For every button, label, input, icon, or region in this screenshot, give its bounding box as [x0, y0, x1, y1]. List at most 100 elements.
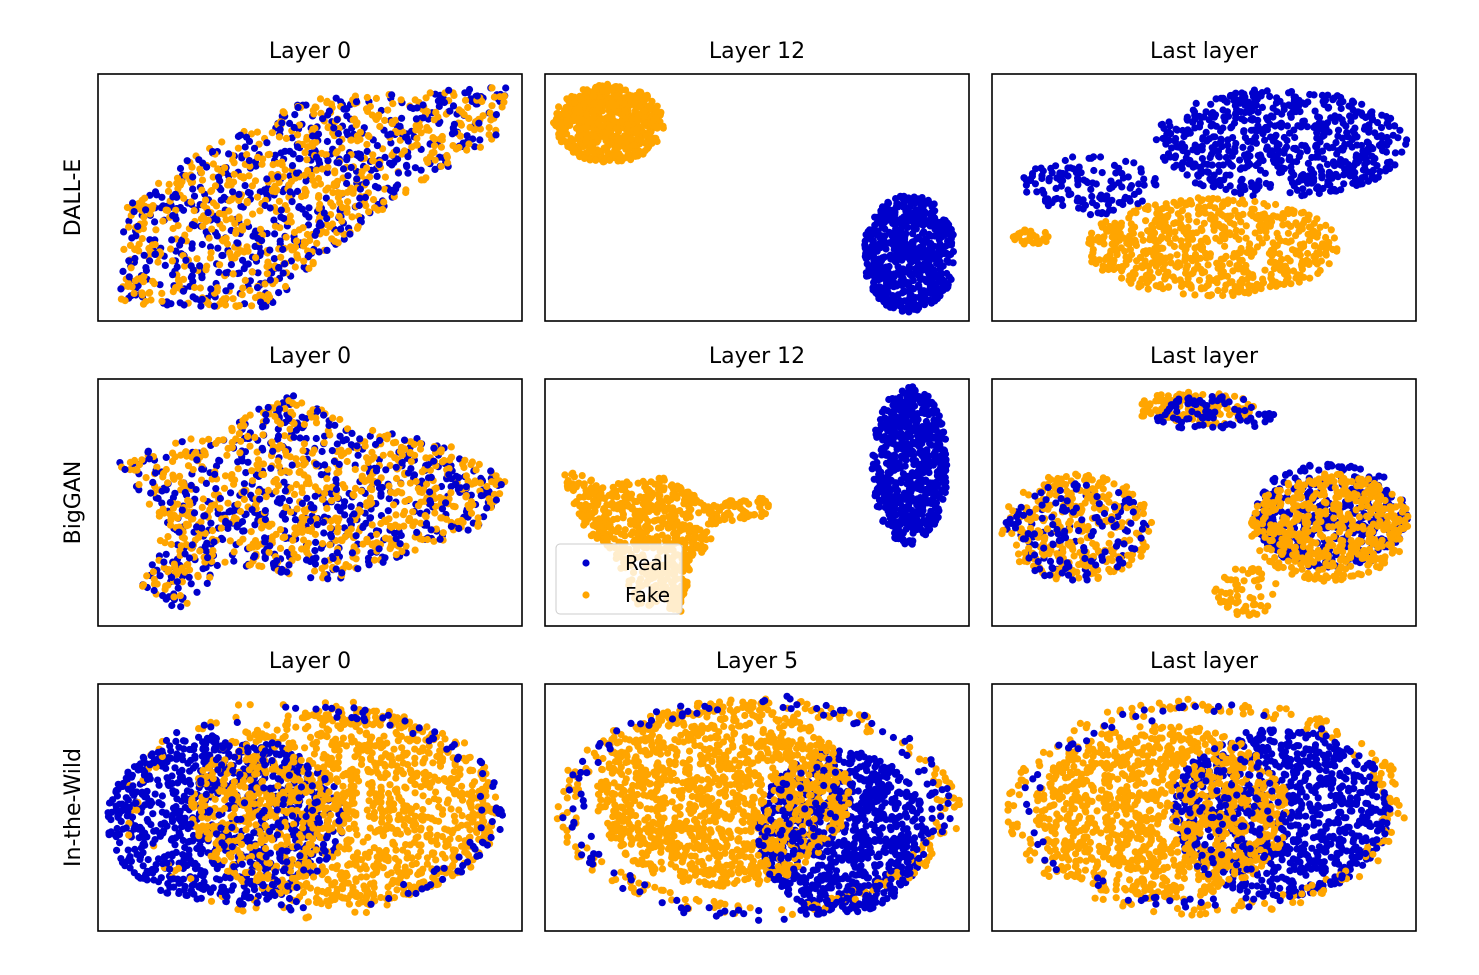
real-point [207, 285, 215, 293]
fake-point [124, 282, 132, 290]
fake-point [1119, 263, 1127, 272]
real-point [125, 217, 133, 225]
real-point [1198, 155, 1206, 163]
fake-point [1306, 274, 1314, 282]
fake-point [1157, 244, 1165, 252]
fake-point [159, 217, 167, 225]
fake-point [262, 493, 270, 501]
fake-point [293, 251, 301, 259]
fake-point [248, 467, 256, 475]
fake-point [1219, 291, 1227, 300]
real-point [263, 175, 271, 183]
fake-point [1163, 204, 1171, 212]
fake-point [1268, 280, 1276, 289]
fake-point [274, 457, 282, 465]
panel-frame [991, 73, 1417, 322]
fake-point [1155, 268, 1163, 277]
real-point [271, 151, 279, 159]
real-point [895, 244, 903, 252]
fake-point [457, 121, 465, 129]
real-point [1172, 125, 1180, 133]
fake-point [620, 132, 629, 141]
fake-point [1170, 242, 1178, 251]
fake-point [380, 198, 388, 206]
fake-point [621, 138, 630, 146]
real-point [312, 153, 321, 161]
fake-point [1298, 263, 1306, 271]
real-point [1362, 156, 1370, 164]
fake-point [212, 439, 220, 447]
fake-point [462, 472, 470, 480]
fake-point [326, 223, 334, 231]
fake-point [369, 196, 378, 204]
real-point [254, 284, 262, 292]
fake-point [1147, 233, 1155, 241]
fake-point [126, 458, 134, 466]
real-point [1215, 167, 1223, 175]
fake-point [412, 477, 420, 486]
fake-point [363, 140, 371, 149]
real-point [1112, 169, 1120, 177]
real-point [1240, 128, 1248, 136]
fake-point [416, 439, 425, 448]
fake-point [437, 162, 445, 170]
real-point [1314, 183, 1322, 191]
fake-point [405, 495, 413, 504]
real-point [1266, 183, 1274, 191]
fake-point [620, 99, 628, 108]
fake-point [1283, 254, 1292, 262]
fake-point [202, 217, 210, 226]
fake-point [292, 455, 300, 463]
real-point [1340, 180, 1348, 188]
real-point [251, 521, 259, 529]
real-point [1226, 182, 1234, 190]
fake-point [1237, 228, 1246, 236]
fake-point [1316, 244, 1324, 252]
fake-point [488, 84, 496, 92]
real-point [288, 198, 296, 206]
real-point [276, 125, 284, 134]
real-point [1228, 123, 1236, 131]
fake-point [281, 432, 289, 440]
fake-point [1142, 247, 1150, 255]
real-point [1288, 179, 1297, 187]
fake-point [1213, 275, 1221, 283]
real-point [917, 201, 925, 209]
real-point [390, 188, 398, 196]
real-point [1199, 182, 1207, 190]
fake-point [318, 540, 327, 548]
fake-point [275, 133, 283, 141]
fake-point [280, 109, 288, 117]
fake-point [1292, 250, 1300, 258]
real-point [354, 451, 362, 459]
real-point [934, 252, 942, 260]
real-point [881, 225, 889, 233]
fake-point [568, 92, 576, 101]
real-point [1223, 141, 1231, 149]
fake-point [388, 151, 396, 159]
fake-point [500, 92, 508, 100]
fake-point [396, 136, 404, 144]
real-point [461, 89, 469, 97]
fake-point [227, 181, 235, 189]
fake-point [440, 456, 448, 465]
fake-point [446, 456, 454, 464]
fake-point [293, 237, 301, 245]
real-point [189, 293, 197, 301]
fake-point [1267, 274, 1275, 282]
real-point [1033, 188, 1041, 196]
real-point [874, 243, 882, 251]
fake-point [369, 157, 377, 165]
real-point [188, 272, 196, 280]
fake-point [476, 125, 484, 133]
fake-point [646, 129, 655, 137]
fake-point [298, 528, 306, 536]
fake-point [309, 177, 317, 185]
fake-point [293, 505, 301, 513]
real-point [375, 160, 383, 169]
real-point [294, 143, 302, 151]
real-point [892, 255, 900, 263]
fake-point [1169, 273, 1177, 281]
fake-point [211, 182, 220, 190]
fake-point [431, 135, 439, 143]
